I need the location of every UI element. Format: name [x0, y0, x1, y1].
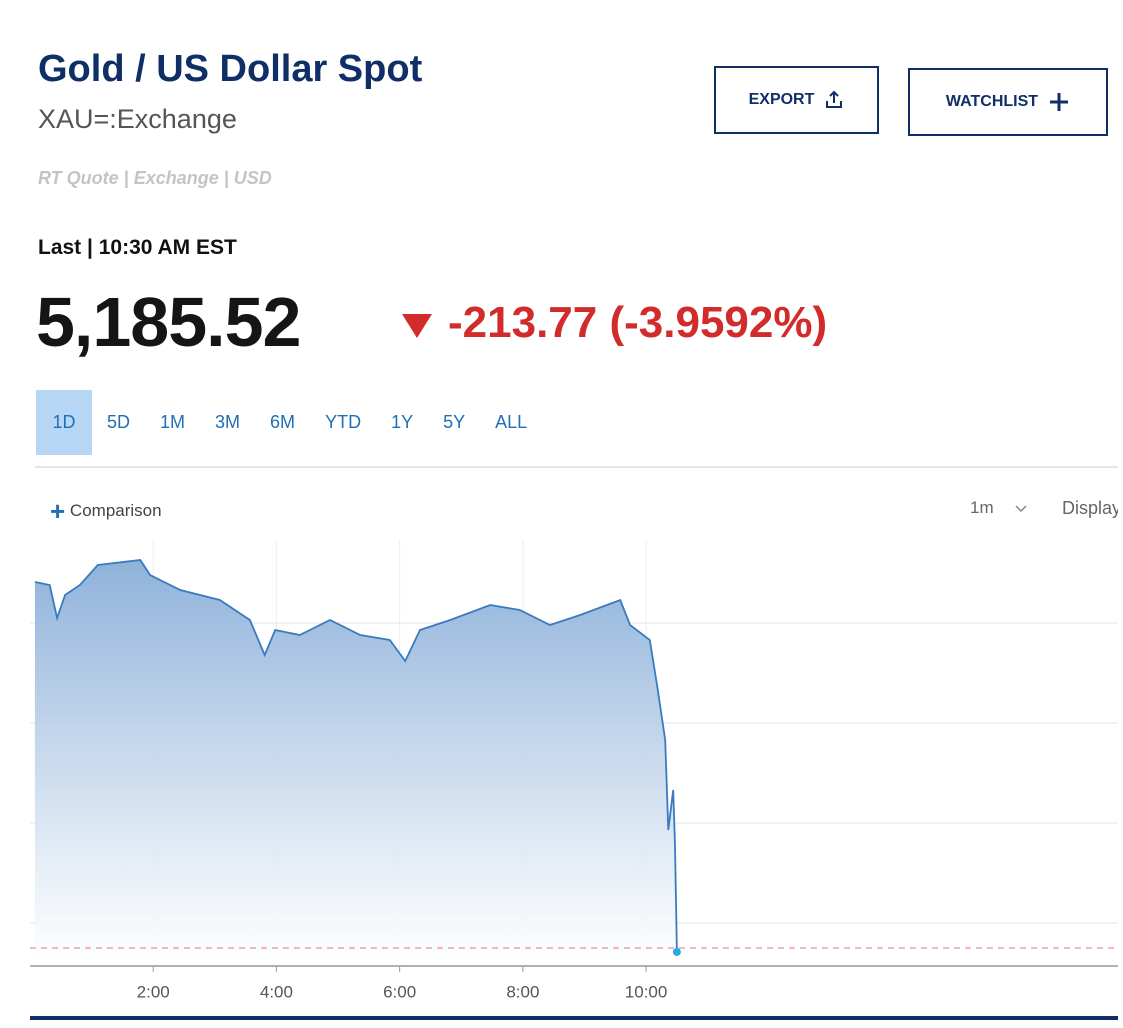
watchlist-button[interactable]: WATCHLIST: [908, 68, 1108, 136]
range-tab[interactable]: YTD: [325, 412, 362, 432]
export-button[interactable]: EXPORT: [714, 66, 879, 134]
display-button[interactable]: Display: [1062, 498, 1118, 518]
comparison-label: Comparison: [69, 500, 162, 520]
last-label: Last | 10:30 AM EST: [38, 236, 237, 259]
range-tab[interactable]: 1M: [160, 412, 186, 432]
range-tab[interactable]: 6M: [270, 412, 296, 432]
price-line: [34, 559, 678, 953]
range-tab[interactable]: ALL: [495, 412, 528, 432]
export-icon: [826, 90, 843, 108]
change: -213.77 (-3.9592%): [400, 298, 827, 348]
range-tabs: 1D 5D 1M 3M 6M YTD 1Y 5Y ALL: [36, 390, 542, 455]
comparison-button[interactable]: + Comparison: [50, 496, 162, 527]
title: Gold / US Dollar Spot: [38, 48, 423, 90]
range-tab[interactable]: 1Y: [391, 412, 414, 432]
quote-info: RT Quote | Exchange | USD: [38, 168, 272, 188]
range-tab[interactable]: 3M: [215, 412, 241, 432]
interval-select[interactable]: 1m: [970, 498, 1028, 518]
change-percent: (-3.9592%): [609, 298, 828, 347]
watchlist-label: WATCHLIST: [945, 93, 1039, 110]
x-tick-label: 6:00: [383, 982, 416, 1001]
price: 5,185.52: [36, 283, 301, 361]
range-tab[interactable]: 5Y: [443, 412, 466, 432]
x-tick-label: 10:00: [625, 982, 668, 1001]
range-tab[interactable]: 1D: [36, 390, 92, 455]
x-tick-label: 8:00: [506, 982, 539, 1001]
change-value: -213.77: [448, 298, 598, 347]
range-tab[interactable]: 5D: [107, 412, 131, 432]
symbol: XAU=:Exchange: [38, 104, 237, 134]
down-arrow: [402, 314, 432, 339]
plus-icon: +: [50, 496, 66, 526]
last-point: [672, 947, 681, 956]
area-fill: [34, 560, 677, 963]
chevron: [1015, 505, 1027, 513]
plus-icon: [1050, 93, 1069, 111]
interval-label: 1m: [970, 498, 994, 517]
x-tick-label: 4:00: [260, 982, 293, 1001]
export-label: EXPORT: [748, 91, 815, 108]
x-tick-label: 2:00: [137, 982, 170, 1001]
